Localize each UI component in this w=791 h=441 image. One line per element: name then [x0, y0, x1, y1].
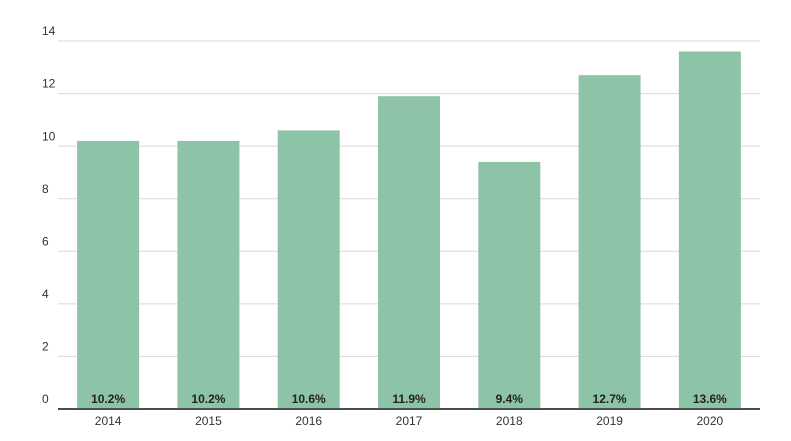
- value-label: 9.4%: [496, 392, 524, 406]
- y-tick-label: 4: [42, 287, 49, 301]
- y-tick-label: 12: [42, 77, 56, 91]
- x-tick-label: 2014: [95, 414, 122, 428]
- x-tick-label: 2017: [396, 414, 423, 428]
- x-tick-label: 2019: [596, 414, 623, 428]
- x-tick-label: 2015: [195, 414, 222, 428]
- y-tick-label: 6: [42, 234, 49, 248]
- value-label: 12.7%: [593, 392, 627, 406]
- value-label: 10.2%: [91, 392, 125, 406]
- y-tick-label: 2: [42, 340, 49, 354]
- bar: [177, 140, 240, 409]
- bar: [77, 140, 140, 409]
- bar: [578, 75, 641, 410]
- x-tick-label: 2020: [697, 414, 724, 428]
- x-tick-label: 2016: [295, 414, 322, 428]
- x-tick-label: 2018: [496, 414, 523, 428]
- value-label: 10.2%: [191, 392, 225, 406]
- y-tick-label: 8: [42, 182, 49, 196]
- bar: [678, 51, 741, 410]
- value-label: 11.9%: [392, 392, 426, 406]
- bar: [378, 96, 440, 409]
- value-label: 10.6%: [292, 392, 326, 406]
- value-label: 13.6%: [693, 392, 727, 406]
- bar: [478, 161, 541, 409]
- y-tick-label: 0: [42, 392, 49, 406]
- y-tick-label: 10: [42, 129, 56, 143]
- y-tick-label: 14: [42, 24, 56, 38]
- bar: [277, 130, 340, 409]
